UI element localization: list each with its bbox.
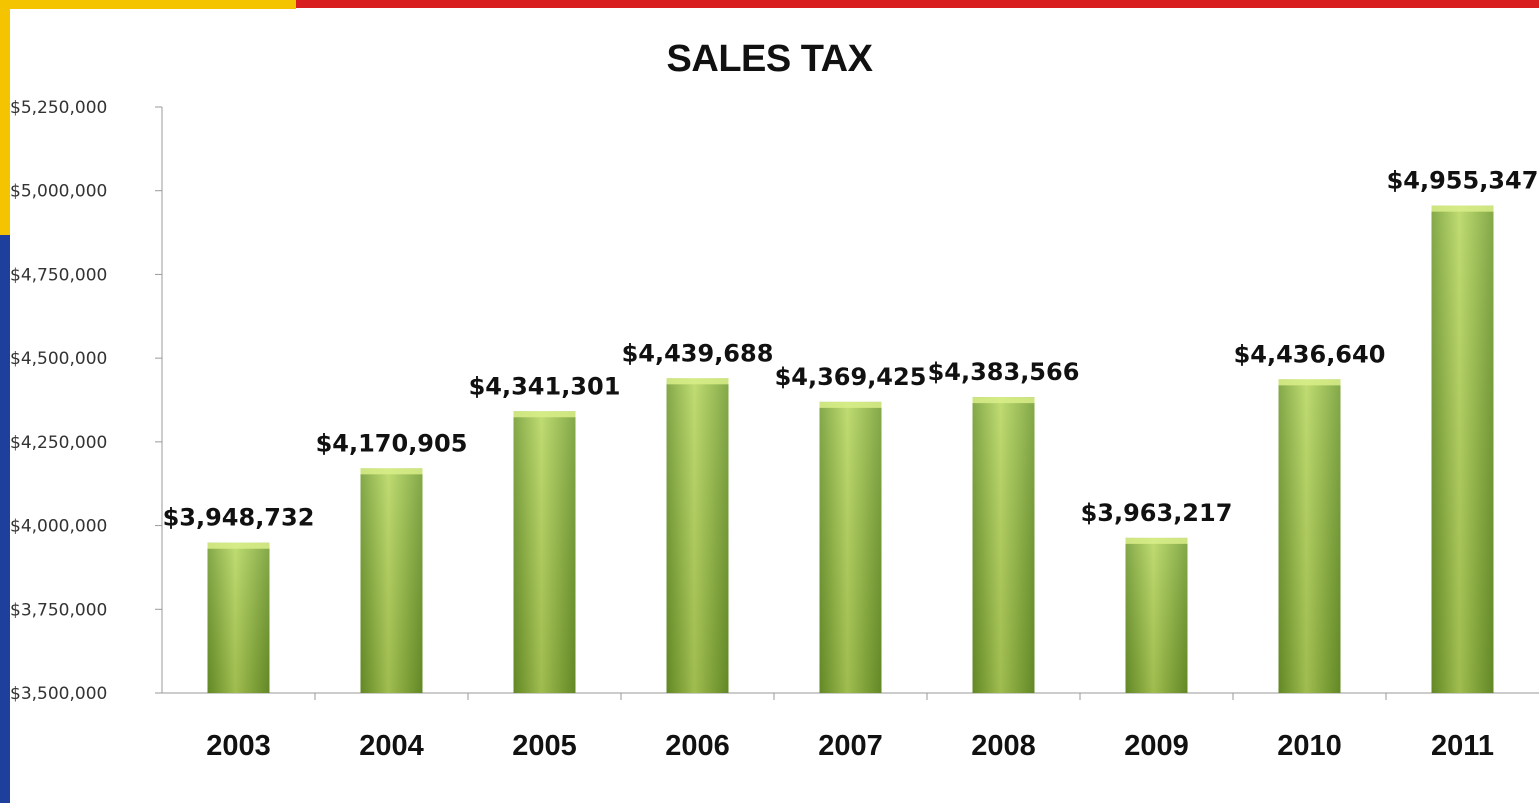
y-tick-label: $3,500,000 [10,684,107,704]
data-label: $3,948,732 [163,504,315,532]
bar-shade [819,401,882,693]
y-tick-label: $4,250,000 [10,433,107,453]
y-tick-label: $4,500,000 [10,349,107,369]
x-tick-label: 2009 [1124,730,1189,762]
x-tick-label: 2006 [665,730,730,762]
bar-top-highlight [207,542,270,549]
data-label: $4,439,688 [622,339,774,367]
data-label: $4,383,566 [928,358,1080,386]
x-tick-label: 2005 [512,730,577,762]
x-tick-label: 2007 [818,730,883,762]
bar-top-highlight [360,468,423,475]
bar-shade [360,468,423,693]
x-tick-label: 2011 [1431,730,1494,762]
bar-top-highlight [513,411,576,418]
bar-shade [1278,379,1341,693]
bar-top-highlight [819,401,882,408]
data-label: $4,170,905 [316,429,468,457]
data-label: $4,955,347 [1387,167,1539,195]
frame-yellow-top [0,0,296,9]
bar-top-highlight [1278,379,1341,386]
bar-shade [1431,205,1494,693]
y-tick-label: $4,000,000 [10,517,107,537]
data-label: $4,436,640 [1234,340,1386,368]
x-tick-label: 2003 [206,730,271,762]
y-tick-label: $4,750,000 [10,265,107,285]
bar-top-highlight [1431,205,1494,212]
y-tick-label: $5,000,000 [10,182,107,202]
x-tick-label: 2008 [971,730,1036,762]
bar-top-highlight [666,378,729,385]
bar-top-highlight [972,397,1035,404]
bar-shade [666,378,729,693]
data-label: $4,369,425 [775,363,927,391]
bar-shade [1125,537,1188,693]
chart-title: SALES TAX [666,38,873,80]
bar-shade [972,397,1035,693]
frame-blue-left [0,235,10,803]
y-tick-label: $5,250,000 [10,98,107,118]
x-tick-label: 2004 [359,730,424,762]
x-tick-label: 2010 [1277,730,1342,762]
bar-top-highlight [1125,537,1188,544]
bar-shade [207,542,270,693]
data-label: $3,963,217 [1081,499,1233,527]
y-tick-label: $3,750,000 [10,600,107,620]
data-label: $4,341,301 [469,372,621,400]
bar-shade [513,411,576,693]
frame-red-top [296,0,1539,8]
frame-yellow-left [0,0,10,235]
